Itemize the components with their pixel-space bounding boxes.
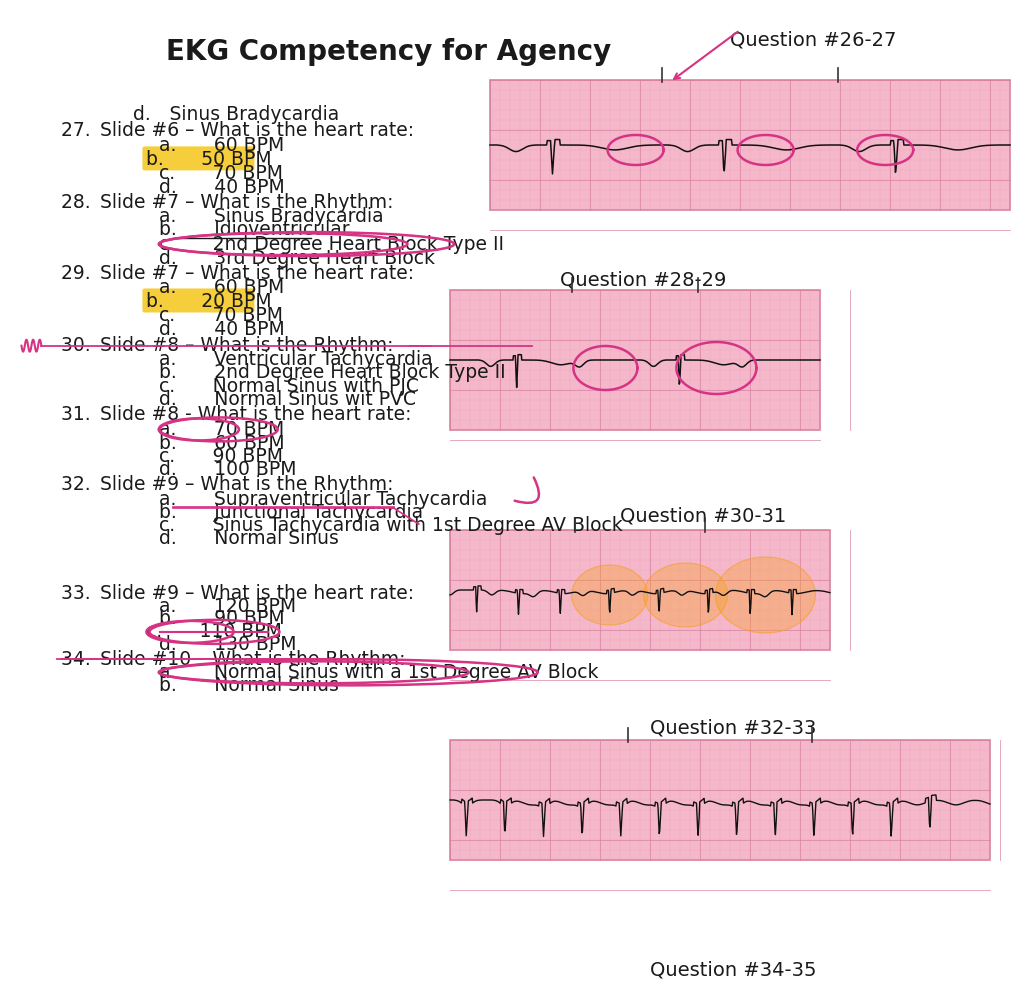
FancyBboxPatch shape xyxy=(142,289,254,313)
Text: d.  130 BPM: d. 130 BPM xyxy=(159,635,296,654)
FancyBboxPatch shape xyxy=(142,147,254,171)
Text: b.  60 BPM: b. 60 BPM xyxy=(159,434,285,454)
Text: b.  Idioventricular: b. Idioventricular xyxy=(159,221,349,240)
Text: Question #28-29: Question #28-29 xyxy=(560,270,726,289)
Text: b.  2nd Degree Heart Block Type II: b. 2nd Degree Heart Block Type II xyxy=(159,364,506,383)
Text: a.  70 BPM: a. 70 BPM xyxy=(159,420,284,439)
Polygon shape xyxy=(571,565,647,625)
Text: c.  2nd Degree Heart Block Type II: c. 2nd Degree Heart Block Type II xyxy=(159,235,504,254)
Text: a.  60 BPM: a. 60 BPM xyxy=(159,278,284,297)
Bar xyxy=(450,530,830,650)
Text: c.  70 BPM: c. 70 BPM xyxy=(159,164,283,183)
Text: Question #26-27: Question #26-27 xyxy=(730,30,896,49)
Text: Question #34-35: Question #34-35 xyxy=(650,960,816,979)
Text: b.  90 BPM: b. 90 BPM xyxy=(159,609,285,628)
Text: 27. Slide #6 – What is the heart rate:: 27. Slide #6 – What is the heart rate: xyxy=(61,121,415,140)
Text: d.  40 BPM: d. 40 BPM xyxy=(159,321,285,340)
Text: d.  40 BPM: d. 40 BPM xyxy=(159,178,285,197)
Text: Question #32-33: Question #32-33 xyxy=(650,718,816,737)
Text: c.  Sinus Tachycardia with 1st Degree AV Block: c. Sinus Tachycardia with 1st Degree AV … xyxy=(159,515,623,534)
Bar xyxy=(450,740,990,860)
Text: 31. Slide #8 - What is the heart rate:: 31. Slide #8 - What is the heart rate: xyxy=(61,405,412,424)
Text: EKG Competency for Agency: EKG Competency for Agency xyxy=(167,38,611,66)
Text: 29. Slide #7 – What is the heart rate:: 29. Slide #7 – What is the heart rate: xyxy=(61,264,415,283)
Text: b.  Junctional Tachycardia: b. Junctional Tachycardia xyxy=(159,502,423,521)
Text: 30. Slide #8 – What is the Rhythm:: 30. Slide #8 – What is the Rhythm: xyxy=(61,337,394,356)
Polygon shape xyxy=(716,557,815,633)
Text: d.  Normal Sinus wit PVC: d. Normal Sinus wit PVC xyxy=(159,390,416,409)
Text: a.  120 BPM: a. 120 BPM xyxy=(159,596,296,615)
Bar xyxy=(490,80,1010,210)
Text: a.  60 BPM: a. 60 BPM xyxy=(159,136,284,155)
Text: b.  Normal Sinus: b. Normal Sinus xyxy=(159,675,339,694)
Text: 34. Slide #10 – What is the Rhythm:: 34. Slide #10 – What is the Rhythm: xyxy=(61,650,406,669)
Text: d.  3rd Degree Heart Block: d. 3rd Degree Heart Block xyxy=(159,249,435,268)
Text: Question #30-31: Question #30-31 xyxy=(620,507,786,526)
Text: b.  50 BPM: b. 50 BPM xyxy=(146,150,272,169)
Text: 28. Slide #7 – What is the Rhythm:: 28. Slide #7 – What is the Rhythm: xyxy=(61,193,394,212)
Text: a.  Normal Sinus with a 1st Degree AV Block: a. Normal Sinus with a 1st Degree AV Blo… xyxy=(159,663,598,682)
Text: b.  20 BPM: b. 20 BPM xyxy=(146,292,272,311)
Text: c.  70 BPM: c. 70 BPM xyxy=(159,306,283,325)
Text: 33. Slide #9 – What is the heart rate:: 33. Slide #9 – What is the heart rate: xyxy=(61,583,415,602)
Text: c.  110 BPM: c. 110 BPM xyxy=(146,622,283,641)
Text: c.  90 BPM: c. 90 BPM xyxy=(159,448,283,467)
Text: 32. Slide #9 – What is the Rhythm:: 32. Slide #9 – What is the Rhythm: xyxy=(61,476,394,495)
Text: a.  Supraventricular Tachycardia: a. Supraventricular Tachycardia xyxy=(159,490,487,508)
Text: a.  Ventricular Tachycardia: a. Ventricular Tachycardia xyxy=(159,351,432,370)
Bar xyxy=(450,290,820,430)
Text: d.  Normal Sinus: d. Normal Sinus xyxy=(159,529,339,548)
Text: d.  100 BPM: d. 100 BPM xyxy=(159,461,296,480)
Text: a.  Sinus Bradycardia: a. Sinus Bradycardia xyxy=(159,207,383,227)
Text: c.  Normal Sinus with PJC: c. Normal Sinus with PJC xyxy=(159,377,419,396)
Text: d. Sinus Bradycardia: d. Sinus Bradycardia xyxy=(133,105,339,124)
Polygon shape xyxy=(644,563,728,627)
